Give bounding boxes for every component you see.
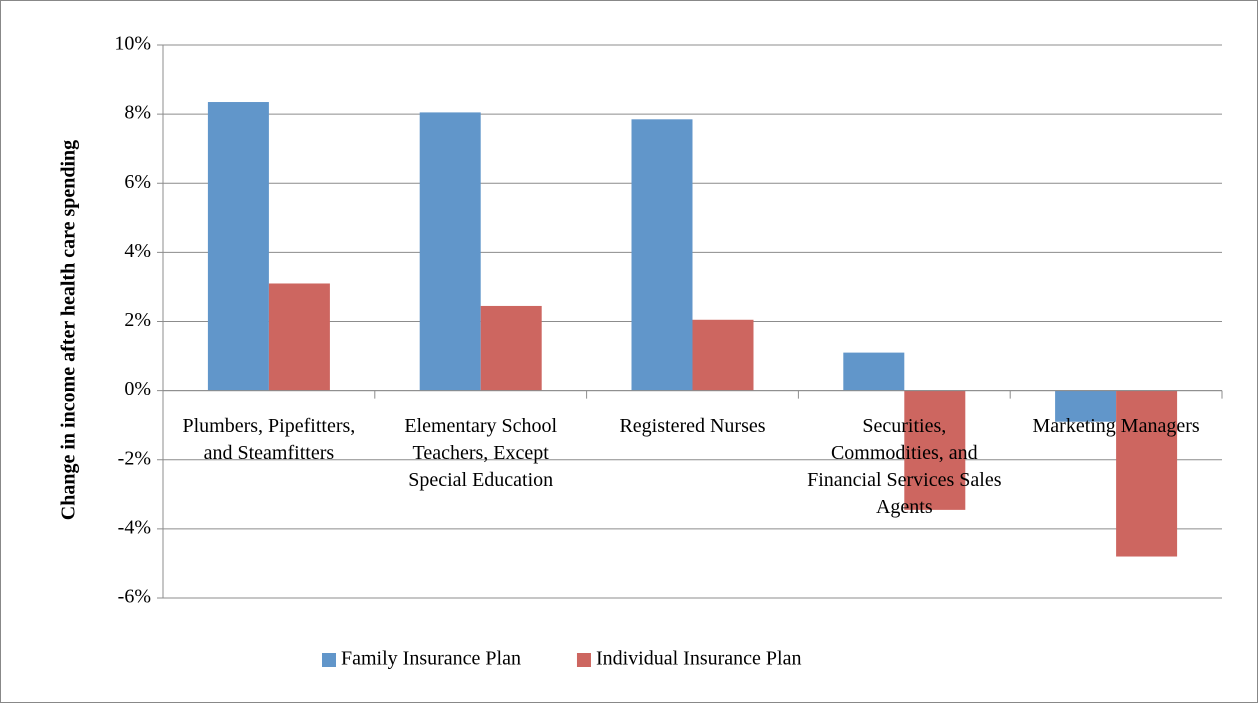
legend-swatch <box>576 653 591 667</box>
y-axis-label: Change in income after health care spend… <box>58 140 80 520</box>
bar <box>631 119 693 391</box>
x-tick-label: Plumbers, Pipefitters, and Steamfitters <box>182 414 356 464</box>
legend-swatch <box>322 653 336 667</box>
bar <box>480 305 542 391</box>
x-tick-label: Marketing Managers <box>1032 414 1200 437</box>
x-tick-label: Elementary School Teachers, Except Speci… <box>404 414 558 491</box>
legend-label: Individual Insurance Plan <box>596 648 802 670</box>
y-tick-label: -4% <box>118 516 151 538</box>
y-tick-label: 4% <box>124 240 151 262</box>
bar <box>692 319 754 391</box>
bar <box>419 112 481 391</box>
bar <box>268 283 330 391</box>
y-tick-label: -2% <box>118 447 151 469</box>
bar <box>207 102 269 391</box>
bar <box>1055 390 1117 422</box>
legend-label: Family Insurance Plan <box>341 648 521 670</box>
x-tick-label: Registered Nurses <box>619 414 766 437</box>
bar <box>843 352 905 391</box>
x-tick-label: Securities, Commodities, and Financial S… <box>807 414 1002 518</box>
y-tick-label: 0% <box>124 378 151 400</box>
bar <box>1116 390 1178 557</box>
y-tick-label: 6% <box>124 171 151 193</box>
y-tick-label: 10% <box>114 33 151 55</box>
y-tick-label: -6% <box>118 586 151 608</box>
bar <box>904 390 966 510</box>
y-tick-label: 2% <box>124 309 151 331</box>
y-tick-label: 8% <box>124 102 151 124</box>
